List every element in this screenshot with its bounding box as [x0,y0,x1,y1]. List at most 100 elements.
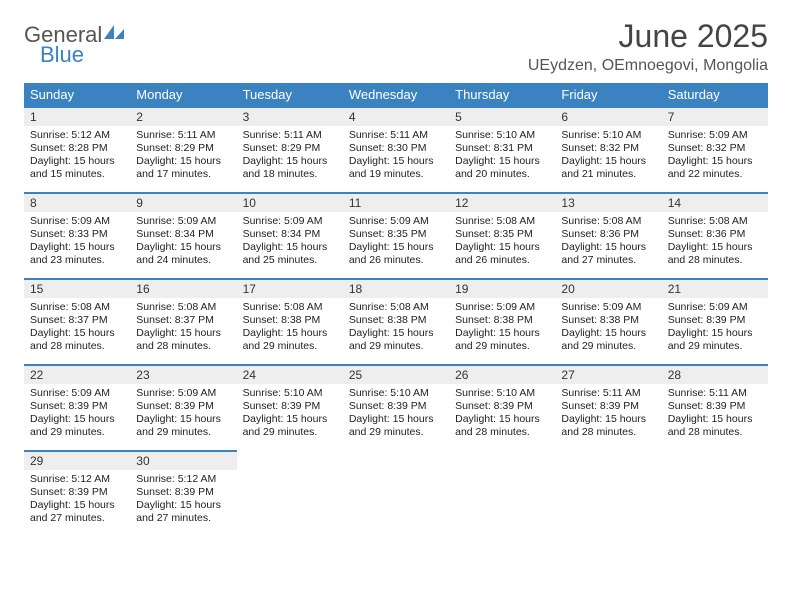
calendar-day-cell: 1Sunrise: 5:12 AMSunset: 8:28 PMDaylight… [24,106,130,192]
sunrise-line: Sunrise: 5:10 AM [455,129,549,142]
day-details: Sunrise: 5:09 AMSunset: 8:39 PMDaylight:… [24,384,130,442]
sunrise-line: Sunrise: 5:11 AM [561,387,655,400]
calendar-table: Sunday Monday Tuesday Wednesday Thursday… [24,83,768,536]
daylight-line: Daylight: 15 hours and 29 minutes. [668,327,762,353]
sunset-line: Sunset: 8:38 PM [243,314,337,327]
sunrise-line: Sunrise: 5:11 AM [349,129,443,142]
calendar-day-cell [662,450,768,536]
sunset-line: Sunset: 8:39 PM [30,400,124,413]
calendar-day-cell: 29Sunrise: 5:12 AMSunset: 8:39 PMDayligh… [24,450,130,536]
sunrise-line: Sunrise: 5:12 AM [136,473,230,486]
day-number: 27 [555,364,661,384]
sunset-line: Sunset: 8:39 PM [561,400,655,413]
weekday-header: Tuesday [237,83,343,106]
day-number: 10 [237,192,343,212]
daylight-line: Daylight: 15 hours and 28 minutes. [561,413,655,439]
sunset-line: Sunset: 8:38 PM [349,314,443,327]
calendar-page: General Blue June 2025 UEydzen, OEmnoego… [0,0,792,612]
sunset-line: Sunset: 8:32 PM [668,142,762,155]
weekday-header: Friday [555,83,661,106]
day-details: Sunrise: 5:08 AMSunset: 8:36 PMDaylight:… [662,212,768,270]
day-number: 13 [555,192,661,212]
sunrise-line: Sunrise: 5:09 AM [243,215,337,228]
calendar-day-cell: 12Sunrise: 5:08 AMSunset: 8:35 PMDayligh… [449,192,555,278]
calendar-day-cell [449,450,555,536]
sunset-line: Sunset: 8:36 PM [561,228,655,241]
day-number: 14 [662,192,768,212]
day-details: Sunrise: 5:08 AMSunset: 8:37 PMDaylight:… [24,298,130,356]
location-text: UEydzen, OEmnoegovi, Mongolia [528,57,768,75]
logo-sail-icon [104,23,126,46]
daylight-line: Daylight: 15 hours and 26 minutes. [349,241,443,267]
sunrise-line: Sunrise: 5:08 AM [668,215,762,228]
day-number: 25 [343,364,449,384]
calendar-day-cell: 3Sunrise: 5:11 AMSunset: 8:29 PMDaylight… [237,106,343,192]
sunset-line: Sunset: 8:33 PM [30,228,124,241]
calendar-day-cell: 14Sunrise: 5:08 AMSunset: 8:36 PMDayligh… [662,192,768,278]
calendar-day-cell [343,450,449,536]
sunrise-line: Sunrise: 5:08 AM [455,215,549,228]
calendar-day-cell: 17Sunrise: 5:08 AMSunset: 8:38 PMDayligh… [237,278,343,364]
weekday-header: Saturday [662,83,768,106]
sunset-line: Sunset: 8:39 PM [243,400,337,413]
calendar-week-row: 1Sunrise: 5:12 AMSunset: 8:28 PMDaylight… [24,106,768,192]
calendar-day-cell: 11Sunrise: 5:09 AMSunset: 8:35 PMDayligh… [343,192,449,278]
daylight-line: Daylight: 15 hours and 29 minutes. [349,413,443,439]
daylight-line: Daylight: 15 hours and 28 minutes. [455,413,549,439]
calendar-day-cell: 10Sunrise: 5:09 AMSunset: 8:34 PMDayligh… [237,192,343,278]
calendar-day-cell: 7Sunrise: 5:09 AMSunset: 8:32 PMDaylight… [662,106,768,192]
sunset-line: Sunset: 8:34 PM [136,228,230,241]
daylight-line: Daylight: 15 hours and 28 minutes. [30,327,124,353]
day-details: Sunrise: 5:11 AMSunset: 8:30 PMDaylight:… [343,126,449,184]
daylight-line: Daylight: 15 hours and 18 minutes. [243,155,337,181]
daylight-line: Daylight: 15 hours and 27 minutes. [30,499,124,525]
day-details: Sunrise: 5:11 AMSunset: 8:39 PMDaylight:… [662,384,768,442]
calendar-day-cell: 27Sunrise: 5:11 AMSunset: 8:39 PMDayligh… [555,364,661,450]
logo-word-2: Blue [40,42,84,67]
calendar-day-cell [555,450,661,536]
calendar-day-cell: 24Sunrise: 5:10 AMSunset: 8:39 PMDayligh… [237,364,343,450]
weekday-header: Thursday [449,83,555,106]
calendar-day-cell: 21Sunrise: 5:09 AMSunset: 8:39 PMDayligh… [662,278,768,364]
calendar-day-cell: 4Sunrise: 5:11 AMSunset: 8:30 PMDaylight… [343,106,449,192]
sunrise-line: Sunrise: 5:08 AM [136,301,230,314]
day-details: Sunrise: 5:09 AMSunset: 8:39 PMDaylight:… [130,384,236,442]
day-details: Sunrise: 5:11 AMSunset: 8:39 PMDaylight:… [555,384,661,442]
calendar-day-cell: 20Sunrise: 5:09 AMSunset: 8:38 PMDayligh… [555,278,661,364]
daylight-line: Daylight: 15 hours and 27 minutes. [136,499,230,525]
calendar-day-cell: 22Sunrise: 5:09 AMSunset: 8:39 PMDayligh… [24,364,130,450]
calendar-day-cell: 28Sunrise: 5:11 AMSunset: 8:39 PMDayligh… [662,364,768,450]
day-details: Sunrise: 5:08 AMSunset: 8:38 PMDaylight:… [237,298,343,356]
sunset-line: Sunset: 8:35 PM [349,228,443,241]
daylight-line: Daylight: 15 hours and 29 minutes. [243,327,337,353]
daylight-line: Daylight: 15 hours and 29 minutes. [30,413,124,439]
day-details: Sunrise: 5:09 AMSunset: 8:33 PMDaylight:… [24,212,130,270]
weekday-header-row: Sunday Monday Tuesday Wednesday Thursday… [24,83,768,106]
daylight-line: Daylight: 15 hours and 19 minutes. [349,155,443,181]
day-details: Sunrise: 5:08 AMSunset: 8:38 PMDaylight:… [343,298,449,356]
day-number: 17 [237,278,343,298]
day-details: Sunrise: 5:09 AMSunset: 8:35 PMDaylight:… [343,212,449,270]
day-details: Sunrise: 5:08 AMSunset: 8:35 PMDaylight:… [449,212,555,270]
sunrise-line: Sunrise: 5:08 AM [243,301,337,314]
calendar-day-cell: 30Sunrise: 5:12 AMSunset: 8:39 PMDayligh… [130,450,236,536]
sunset-line: Sunset: 8:37 PM [30,314,124,327]
sunset-line: Sunset: 8:28 PM [30,142,124,155]
calendar-day-cell: 19Sunrise: 5:09 AMSunset: 8:38 PMDayligh… [449,278,555,364]
day-details: Sunrise: 5:08 AMSunset: 8:37 PMDaylight:… [130,298,236,356]
calendar-week-row: 15Sunrise: 5:08 AMSunset: 8:37 PMDayligh… [24,278,768,364]
sunset-line: Sunset: 8:39 PM [30,486,124,499]
day-number: 1 [24,106,130,126]
sunset-line: Sunset: 8:39 PM [455,400,549,413]
sunrise-line: Sunrise: 5:11 AM [243,129,337,142]
weekday-header: Monday [130,83,236,106]
day-number: 16 [130,278,236,298]
daylight-line: Daylight: 15 hours and 29 minutes. [561,327,655,353]
sunrise-line: Sunrise: 5:10 AM [243,387,337,400]
day-number: 29 [24,450,130,470]
day-details: Sunrise: 5:10 AMSunset: 8:39 PMDaylight:… [237,384,343,442]
weekday-header: Sunday [24,83,130,106]
sunset-line: Sunset: 8:30 PM [349,142,443,155]
day-details: Sunrise: 5:10 AMSunset: 8:31 PMDaylight:… [449,126,555,184]
sunset-line: Sunset: 8:29 PM [243,142,337,155]
